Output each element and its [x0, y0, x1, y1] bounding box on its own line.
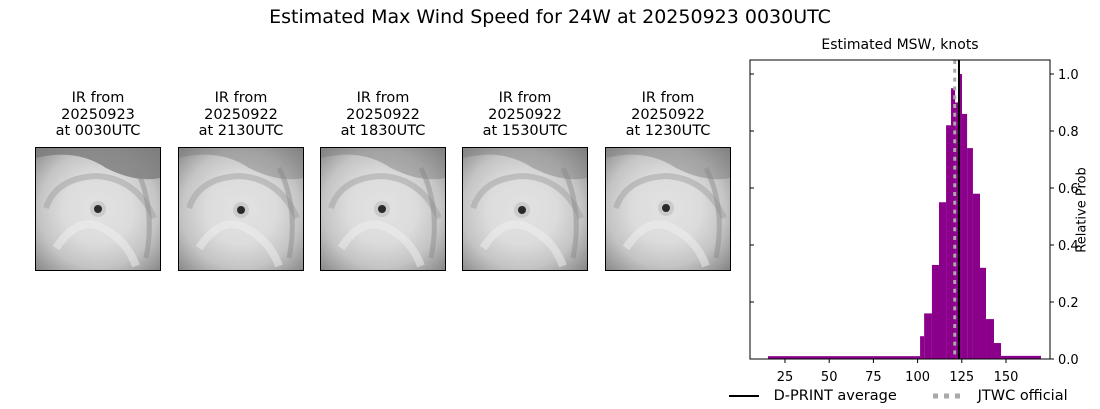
ir-satellite-image	[320, 147, 446, 271]
histogram-bar	[931, 264, 939, 359]
legend-label-average: D-PRINT average	[773, 388, 897, 404]
plot-frame	[749, 59, 1051, 360]
x-tick-label: 150	[994, 370, 1019, 385]
chart-title: Estimated MSW, knots	[821, 37, 979, 53]
y-tick-label: 0.0	[1058, 353, 1079, 368]
legend-item-official: JTWC official	[931, 386, 1068, 406]
x-tick-label: 75	[865, 370, 882, 385]
histogram-bar	[980, 267, 987, 359]
ir-panel-title: IR from 20250922 at 1830UTC	[290, 90, 476, 140]
x-tick-label: 50	[821, 370, 838, 385]
x-tick-label: 25	[777, 370, 794, 385]
ir-title-line2: 20250922	[346, 106, 420, 123]
histogram-bar	[972, 193, 981, 359]
ir-title-line3: at 1530UTC	[482, 123, 568, 139]
histogram-bar	[924, 313, 932, 359]
ir-title-line2: 20250922	[488, 106, 562, 123]
x-tick-label: 100	[905, 370, 930, 385]
histogram-bar	[958, 74, 962, 359]
solid-line-icon	[729, 395, 759, 397]
ir-satellite-image	[605, 147, 731, 271]
y-tick-label: 0.6	[1058, 182, 1079, 197]
y-tick-label: 0.4	[1058, 239, 1079, 254]
ir-title-line2: 20250923	[61, 106, 135, 123]
ir-panel-title: IR from 20250922 at 1530UTC	[432, 90, 618, 140]
y-tick-label: 0.2	[1058, 296, 1079, 311]
ir-panel-title: IR from 20250923 at 0030UTC	[5, 90, 191, 140]
ir-satellite-image	[35, 147, 161, 271]
x-tick-label: 125	[949, 370, 974, 385]
histogram-bar	[986, 319, 994, 359]
y-tick-label: 1.0	[1058, 68, 1079, 83]
ir-panel-title: IR from 20250922 at 2130UTC	[148, 90, 334, 140]
ir-title-line3: at 0030UTC	[55, 123, 141, 139]
ir-title-line2: 20250922	[631, 106, 705, 123]
histogram-bar	[768, 356, 921, 359]
ir-title-line3: at 1830UTC	[340, 123, 426, 139]
ir-title-line1: IR from	[641, 90, 695, 106]
histogram-bar	[955, 102, 959, 359]
histogram-bar	[961, 113, 968, 360]
figure-title: Estimated Max Wind Speed for 24W at 2025…	[269, 6, 831, 28]
ir-title-line1: IR from	[71, 90, 125, 106]
ir-title-line3: at 2130UTC	[198, 123, 284, 139]
histogram-bar	[951, 88, 956, 359]
histogram-bar	[1001, 355, 1042, 359]
ir-title-line3: at 1230UTC	[625, 123, 711, 139]
ir-satellite-image	[178, 147, 304, 271]
histogram-bar	[946, 125, 952, 359]
histogram-bar	[920, 336, 925, 359]
ir-title-line1: IR from	[356, 90, 410, 106]
histogram-bars	[768, 74, 1042, 360]
histogram-bar	[993, 343, 1002, 359]
y-tick-label: 0.8	[1058, 125, 1079, 140]
ir-panel-title: IR from 20250922 at 1230UTC	[575, 90, 761, 140]
ir-title-line1: IR from	[498, 90, 552, 106]
legend-item-average: D-PRINT average	[727, 386, 897, 406]
ir-title-line1: IR from	[214, 90, 268, 106]
ir-satellite-image	[462, 147, 588, 271]
ir-title-line2: 20250922	[204, 106, 278, 123]
dotted-line-icon	[933, 393, 963, 399]
histogram-bar	[938, 202, 947, 359]
legend-label-official: JTWC official	[977, 388, 1068, 404]
histogram-bar	[967, 148, 973, 359]
